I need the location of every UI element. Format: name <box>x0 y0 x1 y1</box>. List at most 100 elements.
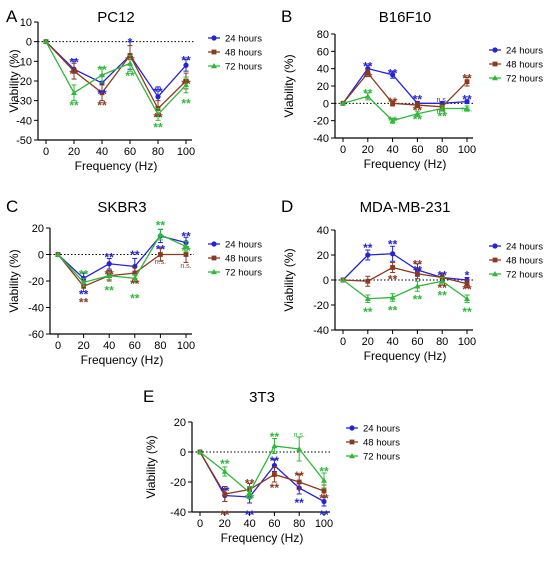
data-point <box>155 94 161 100</box>
data-point <box>390 72 396 78</box>
ns-annotation: n.s. <box>155 259 166 266</box>
y-tick-label: 20 <box>174 417 186 429</box>
significance-annotation: ** <box>270 430 280 444</box>
legend-marker <box>492 61 498 67</box>
data-point <box>464 105 470 111</box>
series-48-hours <box>340 262 470 288</box>
significance-annotation: ** <box>153 110 163 124</box>
significance-annotation: ** <box>97 87 107 101</box>
x-tick-label: 20 <box>68 146 80 158</box>
x-tick-label: 40 <box>386 144 398 156</box>
significance-annotation: ** <box>388 66 398 80</box>
legend-label: 72 hours <box>506 270 543 281</box>
significance-annotation: ** <box>462 305 472 319</box>
data-point <box>132 270 138 276</box>
x-tick-label: 80 <box>436 144 448 156</box>
series-24-hours <box>340 245 470 283</box>
data-point <box>390 251 396 257</box>
series-72-hours <box>43 38 189 121</box>
data-point <box>439 278 446 284</box>
series-48-hours <box>55 246 189 293</box>
x-tick-label: 0 <box>43 146 49 158</box>
significance-annotation: ** <box>181 244 191 258</box>
data-point <box>106 261 112 267</box>
y-tick-label: -20 <box>16 76 32 88</box>
x-tick-label: 40 <box>386 336 398 348</box>
y-tick-label: 60 <box>317 46 329 58</box>
legend-marker <box>211 63 217 69</box>
series-line <box>57 233 187 284</box>
y-tick-label: 10 <box>20 17 32 29</box>
significance-annotation: ** <box>130 277 140 291</box>
legend-label: 24 hours <box>506 242 543 253</box>
series-72-hours <box>55 228 189 287</box>
legend-marker <box>492 243 498 249</box>
significance-annotation: ** <box>125 69 135 83</box>
panel-letter: C <box>6 197 18 216</box>
y-tick-label: 80 <box>317 29 329 41</box>
y-tick-label: -10 <box>16 56 32 68</box>
significance-annotation: ** <box>181 53 191 67</box>
legend-label: 24 hours <box>225 34 262 45</box>
significance-annotation: ** <box>363 86 373 100</box>
x-tick-label: 60 <box>411 144 423 156</box>
data-point <box>464 99 470 105</box>
significance-annotation: ** <box>69 67 79 81</box>
legend: 24 hours 48 hours 72 hours <box>208 240 262 279</box>
legend-label: 72 hours <box>225 62 262 73</box>
significance-annotation: ** <box>156 243 166 257</box>
legend-label: 24 hours <box>225 240 262 251</box>
data-point <box>221 468 228 474</box>
series-line <box>342 95 467 122</box>
data-point <box>415 102 420 108</box>
data-point <box>296 479 302 485</box>
data-point <box>55 251 61 257</box>
significance-annotation: ** <box>363 241 373 255</box>
significance-annotation: ** <box>105 251 115 265</box>
y-tick-label: -60 <box>28 329 44 341</box>
data-point <box>321 498 327 505</box>
significance-annotation: ** <box>413 92 423 106</box>
data-point <box>389 117 396 123</box>
significance-annotation: ** <box>363 71 373 85</box>
data-point <box>364 93 371 99</box>
legend-marker <box>211 269 217 275</box>
data-point <box>99 72 105 78</box>
data-point <box>272 472 277 477</box>
series-line <box>45 41 187 110</box>
significance-annotation: ** <box>156 219 166 233</box>
significance-annotation: ** <box>181 77 191 91</box>
y-tick-label: 20 <box>317 81 329 93</box>
significance-annotation: ** <box>97 63 107 77</box>
data-point <box>197 449 203 455</box>
data-point <box>71 68 77 74</box>
panel-title: SKBR3 <box>97 199 146 216</box>
legend-marker <box>492 75 498 81</box>
x-tick-label: 20 <box>77 340 89 352</box>
significance-annotation: ** <box>413 264 423 278</box>
legend-label: 24 hours <box>506 46 543 57</box>
legend-marker <box>349 425 355 431</box>
series-72-hours <box>197 436 327 499</box>
ns-annotation: n.s. <box>437 97 448 104</box>
significance-annotation: ** <box>295 496 305 510</box>
panel-letter: A <box>6 7 18 26</box>
significance-annotation: ** <box>79 268 89 282</box>
significance-annotation: ** <box>69 99 79 113</box>
panel-d: D MDA-MB-231 40 20 0 -20 -40 0 20 40 60 80 100 Freque… <box>281 197 543 363</box>
significance-annotation: ** <box>181 97 191 111</box>
legend: 24 hours 48 hours 72 hours <box>489 242 543 281</box>
x-tick-label: 100 <box>315 518 333 530</box>
y-axis-label: Viability (%) <box>144 435 158 498</box>
y-tick-label: 0 <box>323 275 329 287</box>
data-point <box>271 443 278 449</box>
x-tick-label: 100 <box>458 336 476 348</box>
data-point <box>183 252 189 257</box>
legend-marker <box>349 453 355 459</box>
significance-annotation: ** <box>245 477 255 491</box>
panel-c: C SKBR3 20 0 -20 -40 -60 0 20 40 60 80 100 Frequency … <box>6 197 262 367</box>
legend-marker <box>211 35 217 41</box>
x-tick-label: 20 <box>219 518 231 530</box>
significance-annotation: ** <box>462 282 472 296</box>
y-tick-label: -20 <box>313 116 329 128</box>
